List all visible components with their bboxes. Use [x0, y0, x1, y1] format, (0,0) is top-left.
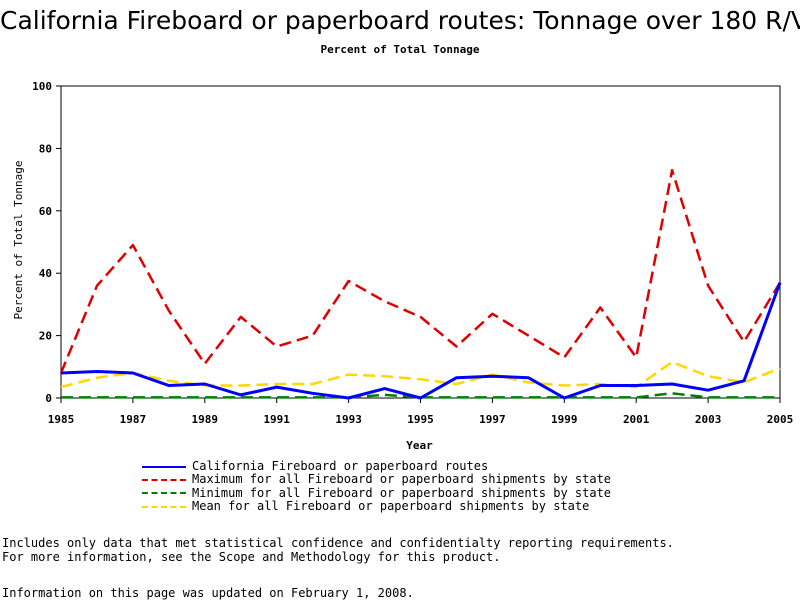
- legend-item: Minimum for all Fireboard or paperboard …: [142, 485, 612, 500]
- x-tick-label: 2003: [695, 413, 722, 426]
- notes: Includes only data that met statistical …: [2, 536, 674, 564]
- legend-swatch: [142, 505, 186, 508]
- series-line-2: [59, 168, 782, 374]
- chart-subtitle: Percent of Total Tonnage: [320, 43, 480, 56]
- y-tick-label: 40: [39, 267, 52, 280]
- series-line-3: [61, 392, 780, 399]
- legend-swatch: [142, 478, 186, 481]
- y-tick-label: 80: [39, 142, 52, 155]
- updated-note: Information on this page was updated on …: [2, 586, 414, 600]
- plot-frame: [60, 85, 781, 399]
- y-axis-label: Percent of Total Tonnage: [12, 161, 25, 320]
- x-tick-label: 1991: [263, 413, 290, 426]
- x-tick-label: 1999: [551, 413, 578, 426]
- x-tick-label: 1997: [479, 413, 506, 426]
- x-tick-label: 1985: [48, 413, 75, 426]
- y-tick-label: 60: [39, 205, 52, 218]
- line-chart: 0 20 40 60 80 100 1985 1987 1989 1991 1993 1995 1997…: [12, 80, 794, 452]
- note-line-1: Includes only data that met statistical …: [2, 536, 674, 550]
- legend-label: Mean for all Fireboard or paperboard shi…: [192, 499, 590, 514]
- series-line-1: [60, 282, 782, 400]
- legend-item: Maximum for all Fireboard or paperboard …: [142, 473, 611, 486]
- x-tick-label: 1987: [120, 413, 147, 426]
- x-tick-label: 1995: [407, 413, 434, 426]
- x-tick-label: 2001: [623, 413, 650, 426]
- y-tick-label: 20: [39, 330, 52, 343]
- note-line-2: For more information, see the Scope and …: [2, 550, 501, 564]
- x-tick-label: 1989: [192, 413, 219, 426]
- legend-swatch: [142, 465, 186, 468]
- x-tick-label: 1993: [335, 413, 362, 426]
- legend: California Fireboard or paperboard route…: [142, 460, 611, 513]
- y-tick-label: 0: [45, 392, 52, 405]
- legend-item: California Fireboard or paperboard route…: [142, 460, 611, 473]
- y-tick-label: 100: [32, 80, 52, 93]
- legend-swatch: [142, 492, 186, 495]
- legend-label: Maximum for all Fireboard or paperboard …: [192, 472, 612, 487]
- legend-label: California Fireboard or paperboard route…: [192, 459, 489, 474]
- legend-label: Minimum for all Fireboard or paperboard …: [192, 485, 612, 500]
- legend-item: Mean for all Fireboard or paperboard shi…: [142, 500, 611, 513]
- series-line-4: [60, 360, 781, 389]
- x-tick-label: 2005: [767, 413, 794, 426]
- x-axis-label: Year: [406, 439, 433, 452]
- chart-title: California Fireboard or paperboard route…: [0, 6, 800, 35]
